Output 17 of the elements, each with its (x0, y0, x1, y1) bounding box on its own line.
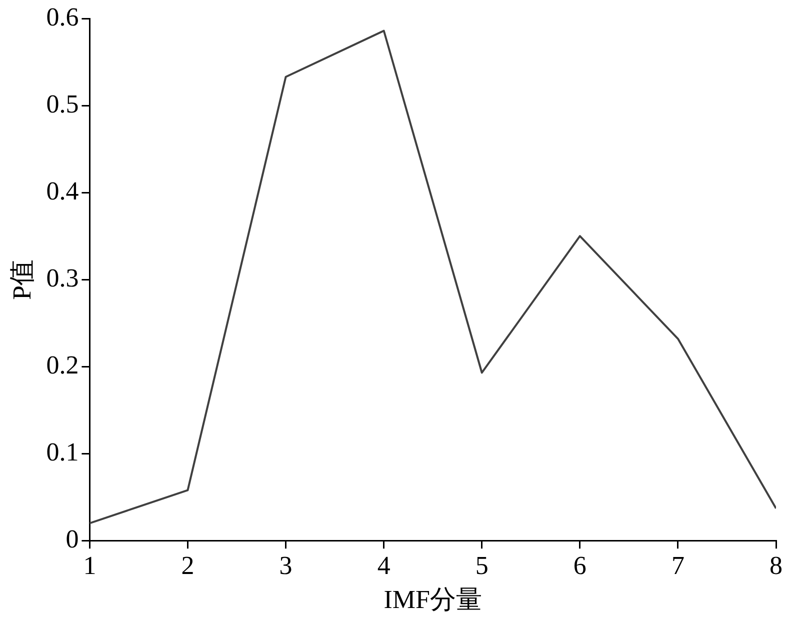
y-tick-label: 0.2 (46, 350, 79, 380)
y-tick-label: 0.4 (46, 176, 79, 206)
y-tick-label: 0 (66, 524, 79, 554)
x-tick-label: 1 (83, 551, 96, 580)
x-axis-title: IMF分量 (384, 585, 482, 614)
x-tick-label: 5 (475, 551, 488, 580)
x-tick-label: 7 (671, 551, 684, 580)
x-tick-label: 3 (279, 551, 292, 580)
y-tick-label: 0.5 (46, 89, 79, 118)
x-tick-label: 8 (770, 551, 782, 580)
x-tick-label: 2 (181, 551, 194, 580)
y-tick-label: 0.3 (46, 263, 79, 292)
x-tick-label: 4 (377, 551, 390, 580)
y-tick-label: 0.6 (46, 2, 79, 32)
x-tick-label: 6 (573, 551, 586, 580)
y-axis-title: P值 (7, 259, 36, 300)
y-tick-label: 0.1 (46, 437, 79, 466)
